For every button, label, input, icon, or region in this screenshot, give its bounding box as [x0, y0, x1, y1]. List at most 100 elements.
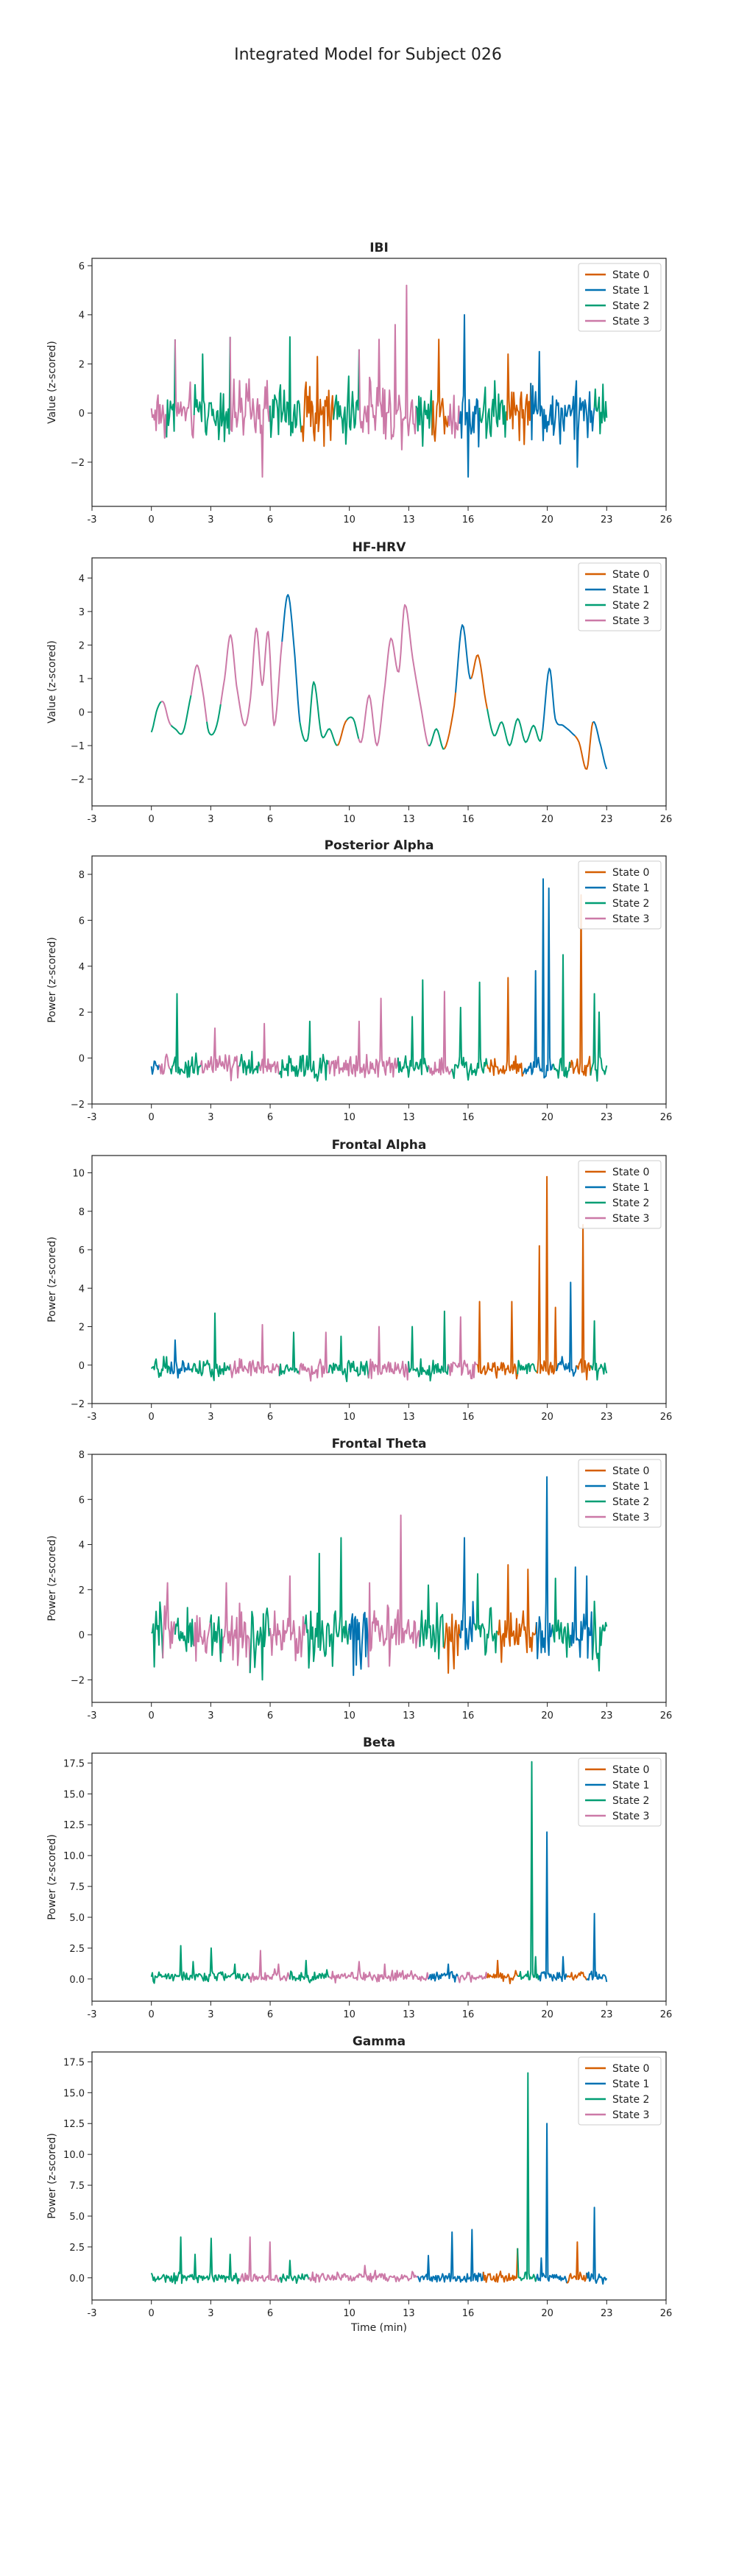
- plot-frame: [91, 855, 667, 1105]
- y-tick-label: 4: [79, 311, 85, 322]
- y-tick-label: 7.5: [69, 1882, 85, 1893]
- x-tick-label: 16: [462, 1412, 475, 1423]
- y-tick-label: 2: [79, 640, 85, 651]
- x-tick-label: 26: [660, 1710, 673, 1722]
- panel-title: Frontal Alpha: [332, 1138, 427, 1153]
- legend-box: [578, 1459, 662, 1528]
- x-tick-label: 26: [660, 814, 673, 825]
- legend-label: State 1: [612, 882, 649, 894]
- y-tick-label: 4: [79, 1540, 85, 1551]
- y-tick-label: 8: [79, 1207, 85, 1218]
- x-tick-label: 13: [403, 1710, 415, 1722]
- series-line-state-3: [199, 1027, 240, 1082]
- y-tick-label: 2: [79, 1585, 85, 1596]
- panel-title: Gamma: [353, 2034, 406, 2049]
- series-line-state-3: [229, 336, 271, 478]
- series-line-state-0: [570, 894, 592, 1077]
- y-tick-label: 6: [79, 261, 85, 272]
- series-line-state-0: [497, 1564, 537, 1663]
- series-line-state-0: [482, 2248, 519, 2283]
- y-tick-label: 7.5: [69, 2181, 85, 2192]
- plot-frame: [91, 258, 667, 507]
- series-line-state-3: [229, 1323, 280, 1379]
- y-tick-label: 10.0: [63, 1851, 85, 1862]
- y-tick-label: 2.5: [69, 1944, 85, 1955]
- series-line-state-2: [150, 701, 162, 733]
- series-line-state-3: [298, 1331, 329, 1382]
- legend-label: State 2: [612, 1197, 649, 1209]
- y-tick-label: −2: [71, 458, 85, 469]
- y-tick-label: 17.5: [63, 2057, 85, 2068]
- series-line-state-3: [190, 664, 208, 722]
- series-line-state-2: [151, 1601, 164, 1668]
- series-line-state-2: [552, 954, 572, 1079]
- series-line-state-1: [556, 1281, 578, 1377]
- legend-label: State 1: [612, 1481, 649, 1493]
- x-tick-label: 6: [267, 2308, 273, 2319]
- x-tick-label: -3: [88, 1412, 97, 1423]
- series-line-state-0: [336, 719, 347, 746]
- legend-label: State 1: [612, 1182, 649, 1194]
- x-tick-label: 20: [541, 514, 553, 526]
- x-tick-label: 23: [601, 2308, 613, 2319]
- x-tick-label: 26: [660, 514, 673, 526]
- series-line-state-3: [162, 1582, 176, 1659]
- legend-label: State 2: [612, 2094, 649, 2106]
- y-tick-label: 4: [79, 573, 85, 584]
- series-line-state-3: [367, 1326, 409, 1381]
- x-tick-label: 3: [208, 814, 213, 825]
- series-line-state-0: [443, 1613, 461, 1674]
- x-tick-label: 26: [660, 2308, 673, 2319]
- x-tick-label: 10: [343, 1112, 355, 1123]
- legend-label: State 3: [612, 615, 649, 627]
- series-line-state-2: [150, 2236, 241, 2285]
- x-tick-label: 6: [267, 1710, 273, 1722]
- series-line-state-0: [566, 1971, 588, 1981]
- series-line-state-1: [535, 2123, 568, 2284]
- x-tick-label: 10: [343, 814, 355, 825]
- x-tick-label: 20: [541, 814, 553, 825]
- x-tick-label: 13: [403, 1412, 415, 1423]
- x-tick-label: 0: [149, 2308, 155, 2319]
- legend-box: [578, 860, 662, 930]
- y-tick-label: 0.0: [69, 1975, 85, 1986]
- series-line-state-2: [249, 1607, 271, 1681]
- panel-title: IBI: [369, 241, 389, 255]
- series-line-state-1: [542, 668, 576, 737]
- series-line-state-2: [278, 2260, 310, 2285]
- series-line-state-2: [346, 716, 360, 739]
- series-line-state-2: [269, 336, 302, 439]
- x-axis-label: Time (min): [350, 2322, 407, 2334]
- x-tick-label: -3: [88, 1112, 97, 1123]
- x-tick-label: 3: [208, 2009, 213, 2020]
- y-axis-label: Power (z-scored): [46, 937, 58, 1023]
- series-line-state-1: [347, 1611, 369, 1677]
- y-tick-label: 2: [79, 1008, 85, 1019]
- series-line-state-2: [304, 1537, 350, 1669]
- series-line-state-0: [486, 1959, 519, 1984]
- x-tick-label: 23: [601, 1412, 613, 1423]
- series-line-state-0: [431, 339, 450, 442]
- legend-label: State 3: [612, 2109, 649, 2121]
- y-tick-label: 2: [79, 1323, 85, 1334]
- y-axis-label: Power (z-scored): [46, 1236, 58, 1323]
- figure-title: Integrated Model for Subject 026: [234, 46, 502, 64]
- series-line-state-1: [538, 1831, 568, 1982]
- legend-label: State 0: [612, 1167, 649, 1178]
- series-line-state-1: [530, 350, 595, 468]
- x-tick-label: 16: [462, 2308, 475, 2319]
- series-line-state-2: [517, 1359, 537, 1375]
- series-line-state-3: [219, 627, 283, 726]
- y-tick-label: 6: [79, 1495, 85, 1506]
- x-tick-label: 10: [343, 514, 355, 526]
- plot-frame: [91, 557, 667, 807]
- y-tick-label: 10.0: [63, 2150, 85, 2161]
- series-line-state-0: [574, 721, 594, 770]
- x-tick-label: 0: [149, 514, 155, 526]
- x-tick-label: 13: [403, 2009, 415, 2020]
- y-tick-label: 2.5: [69, 2243, 85, 2254]
- x-tick-label: 6: [267, 1412, 273, 1423]
- y-tick-label: 0: [79, 1054, 85, 1065]
- y-tick-label: 5.0: [69, 1913, 85, 1924]
- legend-label: State 2: [612, 1496, 649, 1508]
